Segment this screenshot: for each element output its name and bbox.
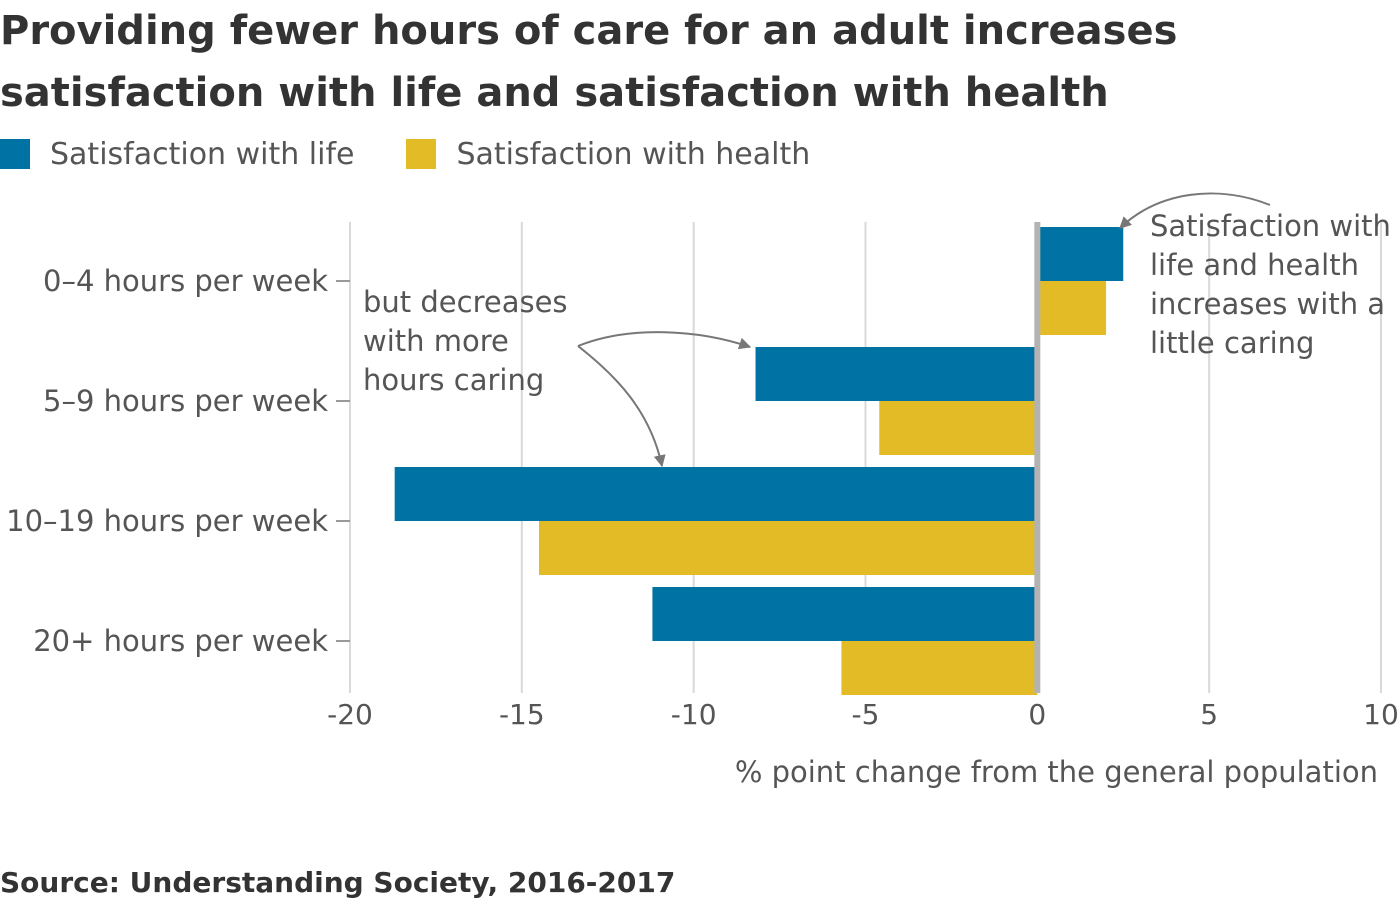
bar-life: [1037, 227, 1124, 281]
category-label: 0–4 hours per week: [43, 264, 328, 298]
bar-health: [841, 641, 1038, 695]
axes: -20 -15 -10 -5 0 5 10 0–4 hours per week 5–9 hou…: [6, 264, 1398, 731]
annotations: Satisfaction with life and health increase…: [363, 192, 1391, 468]
chart-title: Providing fewer hours of care for an adu…: [0, 8, 1178, 116]
legend-swatch-health: [406, 139, 437, 169]
legend-label-health: Satisfaction with health: [456, 136, 811, 172]
annotation-text: Satisfaction with life and health increase…: [1150, 209, 1391, 360]
x-tick-label: 10: [1363, 698, 1398, 731]
category-label: 10–19 hours per week: [6, 504, 328, 538]
x-axis-label: % point change from the general populati…: [735, 755, 1378, 789]
legend-label-life: Satisfaction with life: [50, 136, 355, 172]
legend-swatch-life: [0, 139, 30, 169]
x-tick-label: -15: [499, 698, 545, 731]
legend-item-health: Satisfaction with health: [406, 137, 810, 172]
bar-life: [394, 467, 1038, 521]
x-tick-label: -10: [671, 698, 717, 731]
x-tick-label: -5: [852, 698, 880, 731]
bar-life: [652, 587, 1038, 641]
bars: [394, 222, 1124, 695]
bar-health: [879, 401, 1038, 455]
annotation-arrow: [577, 345, 666, 468]
legend-item-life: Satisfaction with life: [0, 137, 354, 172]
x-tick-label: 0: [1028, 698, 1046, 731]
bar-life: [755, 347, 1038, 401]
source-note: Source: Understanding Society, 2016-2017: [0, 866, 676, 899]
bar-health: [1037, 281, 1107, 335]
x-tick-label: 5: [1200, 698, 1218, 731]
annotation-arrow: [1119, 192, 1271, 229]
legend: Satisfaction with life Satisfaction with…: [0, 136, 862, 172]
x-tick-label: -20: [327, 698, 373, 731]
annotation-text: but decreases with more hours caring: [363, 285, 568, 397]
annotation-arrow: [577, 331, 752, 350]
category-label: 5–9 hours per week: [43, 384, 328, 418]
category-label: 20+ hours per week: [33, 624, 328, 658]
bar-health: [539, 521, 1038, 575]
